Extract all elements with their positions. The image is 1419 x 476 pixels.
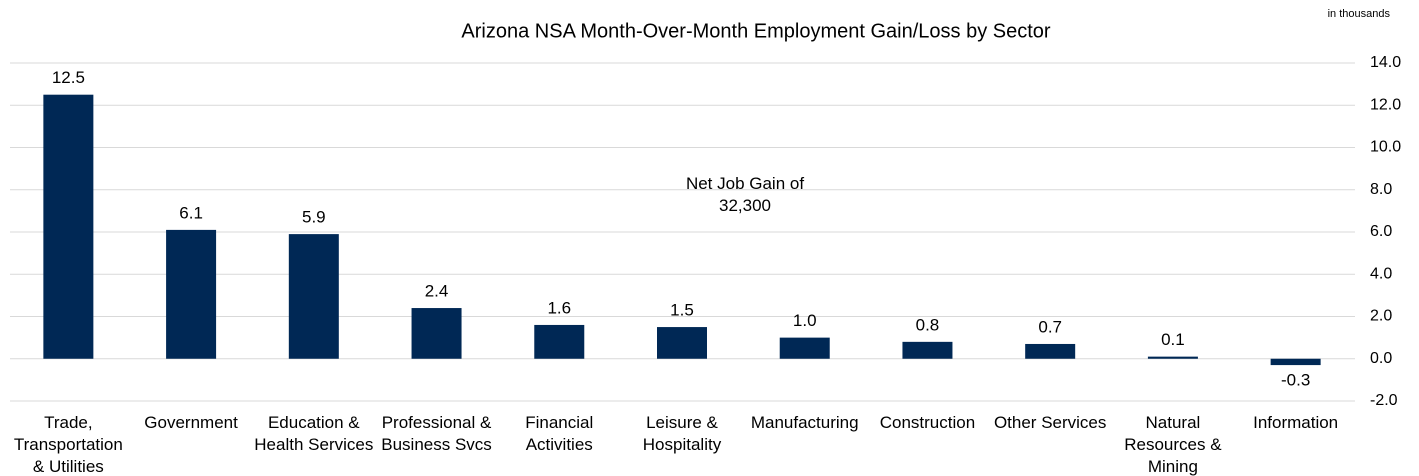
bar <box>411 308 462 359</box>
x-tick-label: Education & Health Services <box>254 413 374 454</box>
data-label: 12.5 <box>52 68 85 87</box>
annotation: Net Job Gain of 32,300 <box>685 174 805 215</box>
x-tick-label: Leisure & Hospitality <box>642 413 722 454</box>
bar <box>657 327 707 359</box>
y-tick-label: 0.0 <box>1370 350 1392 367</box>
y-tick-label: 10.0 <box>1370 139 1401 156</box>
data-label: 0.1 <box>1161 330 1185 349</box>
data-label: -0.3 <box>1281 371 1310 390</box>
data-label: 6.1 <box>179 203 203 222</box>
bar <box>1270 358 1321 366</box>
data-label: 2.4 <box>425 282 449 301</box>
y-tick-label: -2.0 <box>1370 392 1398 409</box>
unit-label: in thousands <box>1328 8 1391 20</box>
y-tick-label: 14.0 <box>1370 54 1401 71</box>
y-tick-label: 4.0 <box>1370 265 1392 282</box>
y-tick-label: 12.0 <box>1370 96 1401 113</box>
bar <box>166 229 217 359</box>
x-tick-label: Other Services <box>993 413 1107 432</box>
bar <box>534 324 585 359</box>
x-tick-label: Professional & Business Svcs <box>381 413 492 454</box>
data-label: 0.8 <box>916 315 940 334</box>
bar <box>1147 356 1198 359</box>
bar <box>902 341 953 359</box>
bar <box>43 94 94 359</box>
x-tick-label: Manufacturing <box>750 413 859 432</box>
data-label: 1.5 <box>670 301 694 320</box>
y-tick-label: 6.0 <box>1370 223 1392 240</box>
x-tick-label: Government <box>144 413 238 432</box>
x-tick-label: Information <box>1253 413 1339 432</box>
bar <box>288 234 339 359</box>
x-tick-label: Construction <box>879 413 976 432</box>
data-label: 1.6 <box>547 298 571 317</box>
x-tick-label: Natural Resources & Mining <box>1124 413 1222 476</box>
chart-title: Arizona NSA Month-Over-Month Employment … <box>461 20 1050 42</box>
x-tick-label: Trade, Transportation & Utilities <box>13 413 123 476</box>
bar <box>1025 343 1076 359</box>
data-label: 1.0 <box>793 311 817 330</box>
y-tick-label: 8.0 <box>1370 181 1392 198</box>
bar <box>779 337 830 359</box>
data-label: 0.7 <box>1038 317 1062 336</box>
y-tick-label: 2.0 <box>1370 308 1392 325</box>
x-tick-label: Financial Activities <box>525 413 594 454</box>
data-label: 5.9 <box>302 208 326 227</box>
